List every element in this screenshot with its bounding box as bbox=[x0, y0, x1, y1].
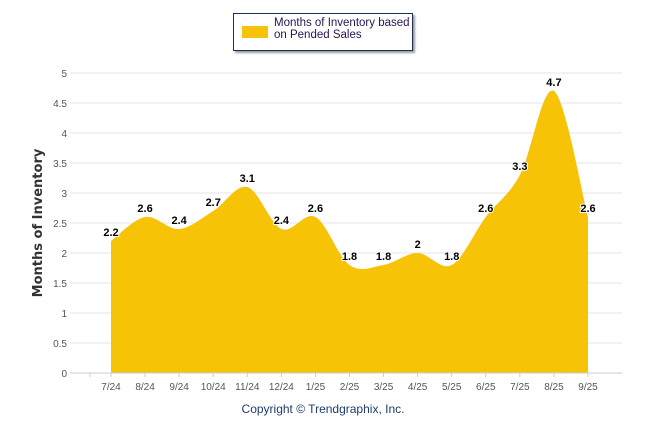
data-label: 2.6 bbox=[580, 203, 595, 215]
data-label: 3.3 bbox=[512, 161, 527, 173]
data-label: 2.6 bbox=[137, 203, 152, 215]
data-label: 1.8 bbox=[376, 251, 391, 263]
data-label: 1.8 bbox=[444, 251, 459, 263]
y-tick-label: 1 bbox=[61, 309, 67, 320]
legend-label: Months of Inventory based on Pended Sale… bbox=[274, 17, 410, 41]
data-label: 2.6 bbox=[308, 203, 323, 215]
x-tick-label: 4/25 bbox=[408, 382, 428, 393]
y-tick-label: 0.5 bbox=[53, 339, 67, 350]
x-tick-label: 7/25 bbox=[510, 382, 530, 393]
y-tick-label: 5 bbox=[61, 69, 67, 80]
y-tick-label: 2.5 bbox=[53, 219, 67, 230]
x-tick-label: 3/25 bbox=[374, 382, 394, 393]
data-label: 2.6 bbox=[478, 203, 493, 215]
x-tick-label: 9/25 bbox=[578, 382, 598, 393]
series-area bbox=[111, 90, 588, 373]
x-tick-label: 1/25 bbox=[306, 382, 326, 393]
y-tick-label: 3.5 bbox=[53, 159, 67, 170]
y-tick-label: 4.5 bbox=[53, 99, 67, 110]
y-tick-label: 1.5 bbox=[53, 279, 67, 290]
x-tick-label: 8/24 bbox=[135, 382, 155, 393]
y-tick-label: 4 bbox=[61, 129, 67, 140]
x-tick-label: 11/24 bbox=[235, 382, 260, 393]
legend-swatch bbox=[242, 26, 268, 38]
x-tick-label: 8/25 bbox=[544, 382, 564, 393]
data-label: 2 bbox=[415, 239, 421, 251]
x-tick-label: 6/25 bbox=[476, 382, 496, 393]
data-label: 2.4 bbox=[274, 215, 290, 227]
x-tick-label: 10/24 bbox=[201, 382, 226, 393]
copyright: Copyright © Trendgraphix, Inc. bbox=[241, 402, 405, 416]
data-label: 1.8 bbox=[342, 251, 357, 263]
x-tick-label: 2/25 bbox=[340, 382, 360, 393]
y-axis-title: Months of Inventory bbox=[31, 148, 46, 297]
y-tick-label: 0 bbox=[61, 369, 67, 380]
data-label: 2.2 bbox=[103, 227, 118, 239]
y-tick-label: 2 bbox=[61, 249, 67, 260]
data-label: 2.7 bbox=[206, 197, 221, 209]
legend: Months of Inventory based on Pended Sale… bbox=[233, 13, 413, 51]
data-label: 3.1 bbox=[240, 173, 255, 185]
data-label: 4.7 bbox=[546, 77, 561, 89]
x-tick-label: 7/24 bbox=[101, 382, 121, 393]
x-tick-label: 5/25 bbox=[442, 382, 462, 393]
data-label: 2.4 bbox=[171, 215, 187, 227]
x-tick-label: 9/24 bbox=[169, 382, 189, 393]
legend-label-line2: on Pended Sales bbox=[274, 29, 362, 41]
legend-label-line1: Months of Inventory based bbox=[274, 17, 410, 29]
x-tick-label: 12/24 bbox=[269, 382, 294, 393]
y-tick-label: 3 bbox=[61, 189, 67, 200]
